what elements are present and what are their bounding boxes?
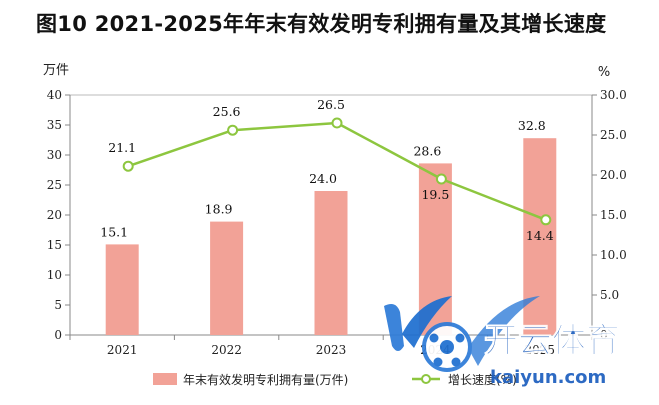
growth-value-label: 21.1: [108, 140, 136, 155]
growth-point-2021: [122, 160, 134, 172]
legend-label-line: 增长速度(%): [448, 372, 517, 387]
growth-point-2025: [540, 214, 552, 226]
bar-value-label: 32.8: [518, 118, 546, 133]
growth-point-2022: [227, 124, 239, 136]
logo-k-arm: [402, 296, 452, 348]
bar-2022: [210, 221, 244, 335]
logo-k-stem: [384, 304, 404, 351]
right-tick-label: 15.0: [600, 208, 627, 222]
growth-value-label: 19.5: [421, 187, 449, 202]
x-tick-label: 2022: [211, 343, 242, 357]
x-tick-label: 2025: [525, 343, 556, 357]
right-tick-label: 20.0: [600, 168, 627, 182]
left-tick-label: 15: [47, 238, 62, 252]
left-tick-label: 40: [47, 88, 62, 102]
right-tick-label: 25.0: [600, 128, 627, 142]
growth-value-label: 26.5: [317, 97, 345, 112]
growth-point-2023: [331, 117, 343, 129]
right-tick-label: 0: [600, 328, 608, 342]
watermark-brand: 开云体育: [484, 321, 620, 361]
watermark-domain: kaiyun.com: [490, 367, 606, 388]
bar-2023: [314, 191, 348, 335]
bar-value-label: 15.1: [100, 224, 128, 239]
watermark-logo: 开云体育 kaiyun.com: [384, 296, 621, 388]
right-axis-unit: %: [598, 65, 610, 80]
left-tick-label: 0: [54, 328, 62, 342]
left-tick-label: 30: [47, 148, 62, 162]
legend: 年末有效发明专利拥有量(万件) 增长速度(%): [153, 372, 517, 387]
legend-label-bar: 年末有效发明专利拥有量(万件): [183, 372, 348, 387]
chart-title: 图10 2021-2025年年末有效发明专利拥有量及其增长速度: [36, 12, 607, 36]
bar-2021: [105, 244, 139, 335]
x-tick-label: 2023: [316, 343, 347, 357]
left-tick-label: 5: [54, 298, 62, 312]
bar-value-label: 28.6: [413, 143, 441, 158]
growth-point-2024: [435, 173, 447, 185]
right-tick-label: 5.0: [600, 288, 619, 302]
growth-value-label: 14.4: [526, 228, 554, 243]
legend-swatch-marker: [421, 374, 431, 384]
bar-value-label: 18.9: [205, 202, 233, 217]
left-axis-unit: 万件: [43, 63, 69, 78]
left-tick-label: 10: [47, 268, 62, 282]
legend-swatch-bar: [153, 373, 177, 385]
right-tick-label: 10.0: [600, 248, 627, 262]
left-tick-label: 35: [47, 118, 62, 132]
right-tick-label: 30.0: [600, 88, 627, 102]
left-tick-label: 20: [47, 208, 62, 222]
x-tick-label: 2021: [107, 343, 138, 357]
growth-value-label: 25.6: [213, 104, 241, 119]
left-tick-label: 25: [47, 178, 62, 192]
bar-value-label: 24.0: [309, 171, 337, 186]
